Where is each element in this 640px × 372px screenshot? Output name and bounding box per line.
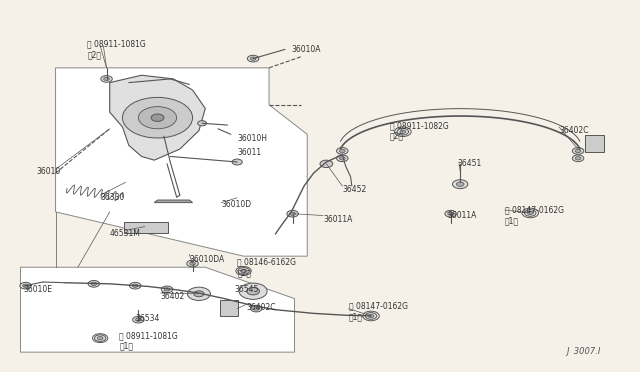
Circle shape <box>100 76 112 82</box>
Text: 36402: 36402 <box>161 292 185 301</box>
Circle shape <box>188 287 211 301</box>
Text: 36402C: 36402C <box>246 303 276 312</box>
Circle shape <box>122 97 193 138</box>
Circle shape <box>23 284 28 287</box>
FancyBboxPatch shape <box>124 222 168 233</box>
Circle shape <box>238 267 249 274</box>
Circle shape <box>452 180 468 189</box>
Text: 36010E: 36010E <box>24 285 52 294</box>
Polygon shape <box>109 75 205 160</box>
Circle shape <box>129 282 141 289</box>
Circle shape <box>247 55 259 62</box>
Circle shape <box>339 149 345 153</box>
Circle shape <box>575 157 581 160</box>
Circle shape <box>400 130 406 134</box>
Circle shape <box>196 292 202 295</box>
Circle shape <box>20 282 31 289</box>
Text: 36011A: 36011A <box>447 211 477 220</box>
Circle shape <box>246 288 259 295</box>
Text: 36534: 36534 <box>135 314 159 323</box>
Text: 36010DA: 36010DA <box>189 255 225 264</box>
Text: 36452: 36452 <box>342 185 367 194</box>
Circle shape <box>290 212 296 215</box>
Polygon shape <box>154 200 193 203</box>
Circle shape <box>138 107 177 129</box>
Circle shape <box>320 160 333 167</box>
Text: Ⓑ 08147-0162G
（1）: Ⓑ 08147-0162G （1） <box>349 302 408 321</box>
Circle shape <box>164 288 170 291</box>
Text: Ⓑ 08147-0162G
（1）: Ⓑ 08147-0162G （1） <box>505 206 564 225</box>
Circle shape <box>193 291 205 297</box>
Polygon shape <box>20 267 294 352</box>
Circle shape <box>337 148 348 154</box>
Circle shape <box>95 335 106 341</box>
Circle shape <box>250 305 262 312</box>
Circle shape <box>572 155 584 161</box>
Circle shape <box>445 211 456 217</box>
Text: 36010A: 36010A <box>291 45 321 54</box>
Circle shape <box>253 307 259 310</box>
Circle shape <box>194 291 204 297</box>
Text: 36011A: 36011A <box>323 215 353 224</box>
Text: 36402C: 36402C <box>559 126 588 135</box>
Text: 36010: 36010 <box>36 167 61 176</box>
Text: J  3007.I: J 3007.I <box>566 347 600 356</box>
Circle shape <box>448 212 454 215</box>
Text: ⓗ 08146-6162G
（2）: ⓗ 08146-6162G （2） <box>237 257 296 277</box>
Text: 36330: 36330 <box>100 193 125 202</box>
Circle shape <box>575 149 581 153</box>
Circle shape <box>136 318 141 321</box>
Circle shape <box>397 128 408 135</box>
Circle shape <box>132 284 138 287</box>
Circle shape <box>287 211 298 217</box>
Text: 36451: 36451 <box>457 159 481 169</box>
Text: 36010H: 36010H <box>237 134 267 142</box>
Circle shape <box>88 280 100 287</box>
Circle shape <box>232 159 243 165</box>
Circle shape <box>132 316 144 323</box>
Text: ⓓ 08911-1081G
（1）: ⓓ 08911-1081G （1） <box>119 331 178 351</box>
Circle shape <box>91 282 97 285</box>
Circle shape <box>365 312 377 319</box>
Circle shape <box>97 336 103 340</box>
Text: 36545: 36545 <box>234 285 259 294</box>
Text: 46531M: 46531M <box>109 230 141 238</box>
Polygon shape <box>56 68 307 256</box>
Circle shape <box>456 182 464 186</box>
Circle shape <box>161 286 173 293</box>
Circle shape <box>198 121 207 126</box>
Circle shape <box>337 155 348 161</box>
Text: ⓓ 08911-1082G
（2）: ⓓ 08911-1082G （2） <box>390 121 449 140</box>
Circle shape <box>189 262 195 265</box>
Circle shape <box>572 148 584 154</box>
Circle shape <box>525 210 536 216</box>
Text: 36011: 36011 <box>237 148 261 157</box>
FancyBboxPatch shape <box>220 300 239 316</box>
Circle shape <box>527 211 533 215</box>
Circle shape <box>104 77 109 81</box>
FancyBboxPatch shape <box>585 135 604 152</box>
Circle shape <box>241 269 246 273</box>
Circle shape <box>187 260 198 267</box>
Circle shape <box>250 57 256 60</box>
Circle shape <box>368 314 374 318</box>
Circle shape <box>339 157 345 160</box>
Circle shape <box>239 283 267 299</box>
Text: ⓓ 08911-1081G
（2）: ⓓ 08911-1081G （2） <box>88 40 146 59</box>
Circle shape <box>151 114 164 121</box>
Text: 36010D: 36010D <box>221 200 252 209</box>
